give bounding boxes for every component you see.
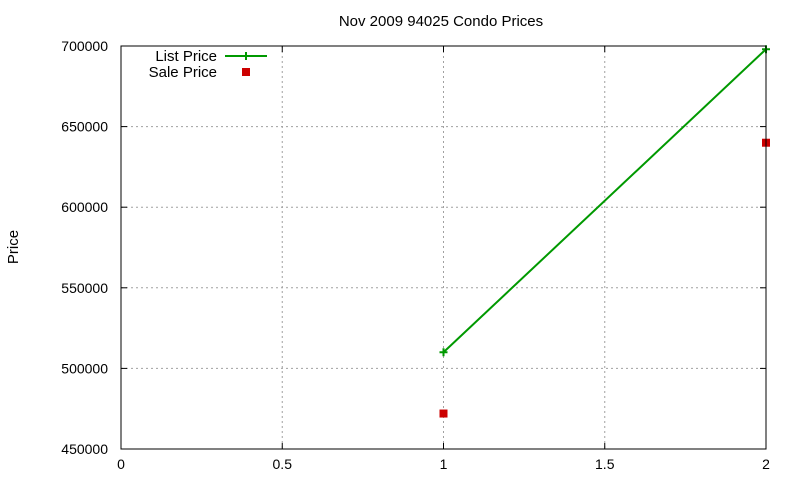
y-tick-label: 550000 bbox=[61, 280, 108, 296]
axis-ticks: 0 0.5 1 1.5 2 450000 500000 550000 600000 650000 7… bbox=[61, 38, 770, 472]
legend-label: List Price bbox=[155, 48, 217, 65]
series-line-list-price bbox=[442, 48, 767, 354]
legend-marker-sale-price bbox=[242, 68, 250, 76]
y-tick-label: 650000 bbox=[61, 119, 108, 135]
legend-marker-list-price bbox=[242, 52, 250, 60]
x-tick-label: 0.5 bbox=[273, 456, 293, 472]
x-tick-label: 1 bbox=[440, 456, 448, 472]
data-point-list-price bbox=[439, 348, 448, 357]
y-tick-label: 700000 bbox=[61, 38, 108, 54]
y-tick-label: 600000 bbox=[61, 199, 108, 215]
x-tick-label: 0 bbox=[117, 456, 125, 472]
data-point-sale-price bbox=[439, 409, 448, 418]
chart-title: Nov 2009 94025 Condo Prices bbox=[339, 13, 543, 30]
y-tick-label: 450000 bbox=[61, 441, 108, 457]
grid bbox=[121, 46, 766, 449]
plot-frame bbox=[120, 45, 767, 450]
x-tick-label: 1.5 bbox=[595, 456, 615, 472]
x-tick-label: 2 bbox=[762, 456, 770, 472]
y-tick-label: 500000 bbox=[61, 360, 108, 376]
y-axis-label: Price bbox=[5, 230, 22, 264]
legend-label: Sale Price bbox=[149, 64, 217, 81]
